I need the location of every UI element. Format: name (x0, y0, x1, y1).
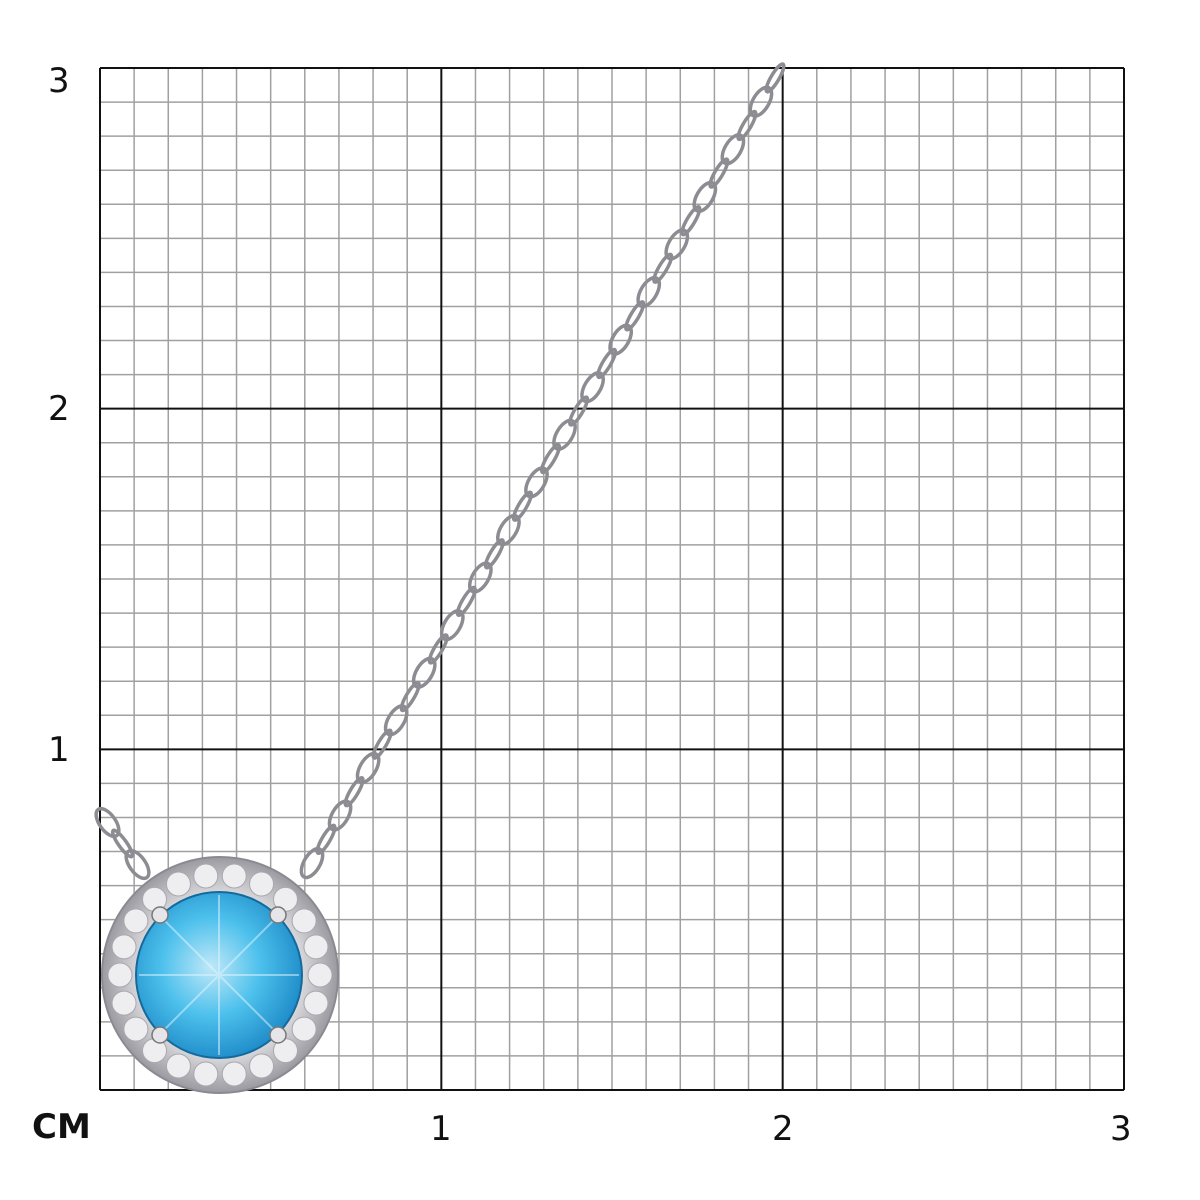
diamond (165, 1053, 191, 1079)
chain-link (764, 62, 786, 94)
chain-link (580, 371, 606, 404)
diamond (249, 1053, 275, 1079)
chain-link (94, 806, 121, 839)
diamond (123, 1016, 149, 1042)
diamond (249, 871, 275, 897)
chain-link (399, 680, 421, 713)
chain-link (299, 846, 325, 880)
chain-link (720, 133, 746, 166)
diamond (123, 908, 149, 934)
x-tick-label: 1 (430, 1109, 452, 1149)
chain-link (439, 609, 465, 642)
unit-label: CM (32, 1107, 91, 1147)
x-tick-label: 2 (772, 1109, 794, 1149)
facet-line (218, 974, 277, 1033)
diamond (111, 934, 137, 960)
diamond (221, 1061, 247, 1087)
y-tick-label: 2 (48, 389, 70, 429)
diamond (307, 962, 333, 988)
chain-link (736, 109, 758, 142)
chain-link (652, 252, 674, 284)
diamond (165, 871, 191, 897)
diamond (303, 990, 329, 1016)
chain-link (427, 633, 449, 665)
chain-link (692, 180, 718, 213)
chain-link (343, 776, 365, 808)
diamond (107, 962, 133, 988)
diamond (193, 863, 219, 889)
diamond (193, 1061, 219, 1087)
chain-link (748, 85, 774, 118)
facet-line (161, 974, 220, 1033)
chain-link (483, 538, 505, 570)
chain-link (664, 228, 690, 261)
chain-link (624, 300, 646, 332)
chain-link (511, 490, 534, 522)
chain-link (467, 561, 493, 594)
diamond (303, 934, 329, 960)
y-tick-label: 1 (48, 730, 70, 770)
chain (94, 62, 786, 881)
chain-link (524, 466, 549, 499)
chain-link (608, 323, 634, 356)
chain-link (567, 395, 590, 427)
diamond (221, 863, 247, 889)
diamond (111, 990, 137, 1016)
facet-line (218, 917, 277, 976)
stone-facets (139, 895, 299, 1055)
chain-link (455, 585, 477, 618)
chain-link (355, 751, 381, 785)
chain-link (636, 275, 662, 309)
prongs (151, 906, 287, 1044)
chain-link (680, 204, 702, 237)
chain-link (327, 799, 353, 832)
y-tick-label: 3 (48, 61, 70, 101)
chain-link (411, 656, 437, 689)
diamond (291, 908, 317, 934)
diamond (291, 1016, 317, 1042)
facet-line (161, 917, 220, 976)
chain-link (315, 823, 337, 855)
x-tick-label: 3 (1110, 1109, 1132, 1149)
chain-link (596, 347, 618, 380)
chain-link (539, 442, 562, 475)
chain-link (496, 513, 521, 547)
chain-link (383, 704, 409, 737)
chain-link (552, 418, 577, 451)
chain-link (371, 728, 393, 760)
chain-link (110, 828, 135, 859)
chain-link (708, 157, 730, 189)
chain-link (124, 848, 151, 881)
halo-diamonds (107, 863, 333, 1087)
